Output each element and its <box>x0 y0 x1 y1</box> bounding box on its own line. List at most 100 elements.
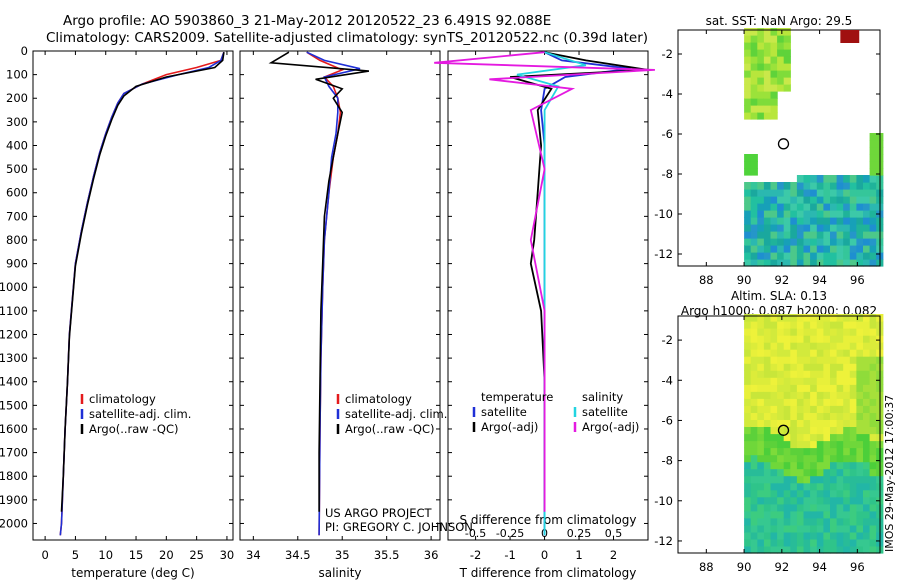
sst-map-cell <box>830 252 838 260</box>
sla-map-cell <box>770 356 778 364</box>
sst-map-cell <box>863 217 871 225</box>
sla-map-cell <box>836 384 844 392</box>
sst-map-cell <box>823 224 831 232</box>
sla-map-cell <box>783 475 791 484</box>
sst-map-cell <box>757 56 765 64</box>
sla-map-cell <box>816 335 824 343</box>
sst-map-cell <box>823 189 831 197</box>
sst-map-cell <box>757 112 765 120</box>
sla-map-cell <box>803 433 811 442</box>
sla-map-cell <box>790 349 798 357</box>
sst-map-cell <box>750 35 758 43</box>
sla-map-cell <box>803 335 811 343</box>
sla-map-cell <box>757 531 765 540</box>
sla-map-cell <box>823 328 831 336</box>
sst-map-cell <box>750 252 758 260</box>
sla-map-cell <box>757 468 765 477</box>
sla-map-cell <box>790 356 798 364</box>
sla-map-cell <box>770 461 778 470</box>
sst-map-cell <box>810 210 818 218</box>
sst-map-cell <box>843 210 851 218</box>
temperature-ytick-label: 1200 <box>0 327 28 341</box>
sla-map-cell <box>823 461 831 470</box>
sst-map-cell <box>783 35 791 43</box>
sla-map-cell <box>863 419 871 427</box>
sla-map-cell <box>810 342 818 350</box>
sla-map-cell <box>816 538 824 547</box>
sst-map-cell <box>830 203 838 211</box>
sla-map-cell <box>744 356 752 364</box>
sla-map-cell <box>770 531 778 540</box>
sla-map-cell <box>790 475 798 484</box>
sla-map-cell <box>790 496 798 505</box>
sla-map-cell <box>863 349 871 357</box>
sst-map-cell <box>763 63 772 71</box>
title-line-2: Climatology: CARS2009. Satellite-adjuste… <box>46 30 648 46</box>
sst-map-cell <box>783 203 791 211</box>
sla-map-cell <box>830 454 838 463</box>
temperature-xtick-label: 5 <box>72 548 79 562</box>
sla-map-cell <box>856 398 864 406</box>
sla-map-cell <box>744 342 752 350</box>
sla-map-cell <box>777 412 785 420</box>
sst-map-cell <box>830 245 838 253</box>
sst-map-cell <box>763 210 772 218</box>
sla-map-cell <box>869 440 877 449</box>
sla-map-cell <box>830 440 838 449</box>
sla-map-cell <box>810 538 818 547</box>
sla-map-cell <box>843 503 851 512</box>
sst-map-cell <box>744 77 752 85</box>
sst-map-cell <box>816 217 824 225</box>
sla-map-cell <box>843 328 851 336</box>
sst-map-cell <box>750 56 758 64</box>
sla-map-cell <box>763 419 772 427</box>
sla-map-cell <box>836 377 844 385</box>
difference-series-s-argo <box>434 51 655 512</box>
sla-map-cell <box>783 447 791 456</box>
sla-map-cell <box>856 468 864 477</box>
temperature-ytick-label: 1300 <box>0 351 28 365</box>
sla-map-cell <box>863 510 871 519</box>
sst-map-cell <box>869 161 877 169</box>
sla-map-cell <box>790 510 798 519</box>
sla-map-cell <box>770 496 778 505</box>
sst-map-cell <box>757 105 765 113</box>
sla-map-cell <box>849 335 857 343</box>
sst-map-cell <box>777 245 785 253</box>
sla-map-cell <box>803 546 811 554</box>
sla-map-cell <box>843 412 851 420</box>
sla-map-cell <box>823 433 831 442</box>
sst-map-cell <box>796 231 805 239</box>
sla-map-cell <box>770 447 778 456</box>
sst-map-cell <box>810 238 818 246</box>
sst-map-cell <box>796 224 805 232</box>
sla-map-cell <box>750 517 758 526</box>
sst-map-cell <box>750 63 758 71</box>
sla-map-cell <box>770 321 778 329</box>
sla-map-cell <box>836 363 844 371</box>
sla-map-cell <box>869 342 877 350</box>
sla-map-cell <box>757 496 765 505</box>
salinity-panel-frame <box>239 50 441 541</box>
sla-map-cell <box>783 489 791 498</box>
sla-map-cell <box>790 440 798 449</box>
sla-map-cell <box>803 461 811 470</box>
sla-map-cell <box>849 524 857 533</box>
sst-map-cell <box>750 49 758 57</box>
sla-map-cell <box>843 419 851 427</box>
sst-map-cell <box>770 56 778 64</box>
sst-map-cell <box>744 189 752 197</box>
sla-map-cell <box>856 419 864 427</box>
sla-map-cell <box>836 546 844 554</box>
sla-map-cell <box>803 314 811 322</box>
temperature-series-argo <box>60 52 225 512</box>
sst-map-cell <box>796 175 805 183</box>
sst-map-cell <box>856 210 864 218</box>
sst-map-cell <box>783 77 791 85</box>
sst-map-cell <box>836 182 844 190</box>
sla-map-cell <box>777 356 785 364</box>
sla-map-cell <box>863 377 871 385</box>
temperature-ytick-label: 400 <box>6 138 28 152</box>
sla-map-cell <box>803 391 811 399</box>
sla-map-cell <box>796 377 805 385</box>
